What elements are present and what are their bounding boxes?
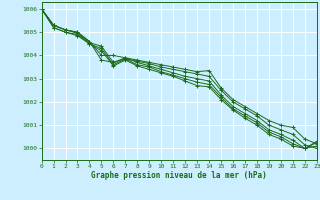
X-axis label: Graphe pression niveau de la mer (hPa): Graphe pression niveau de la mer (hPa) — [91, 171, 267, 180]
